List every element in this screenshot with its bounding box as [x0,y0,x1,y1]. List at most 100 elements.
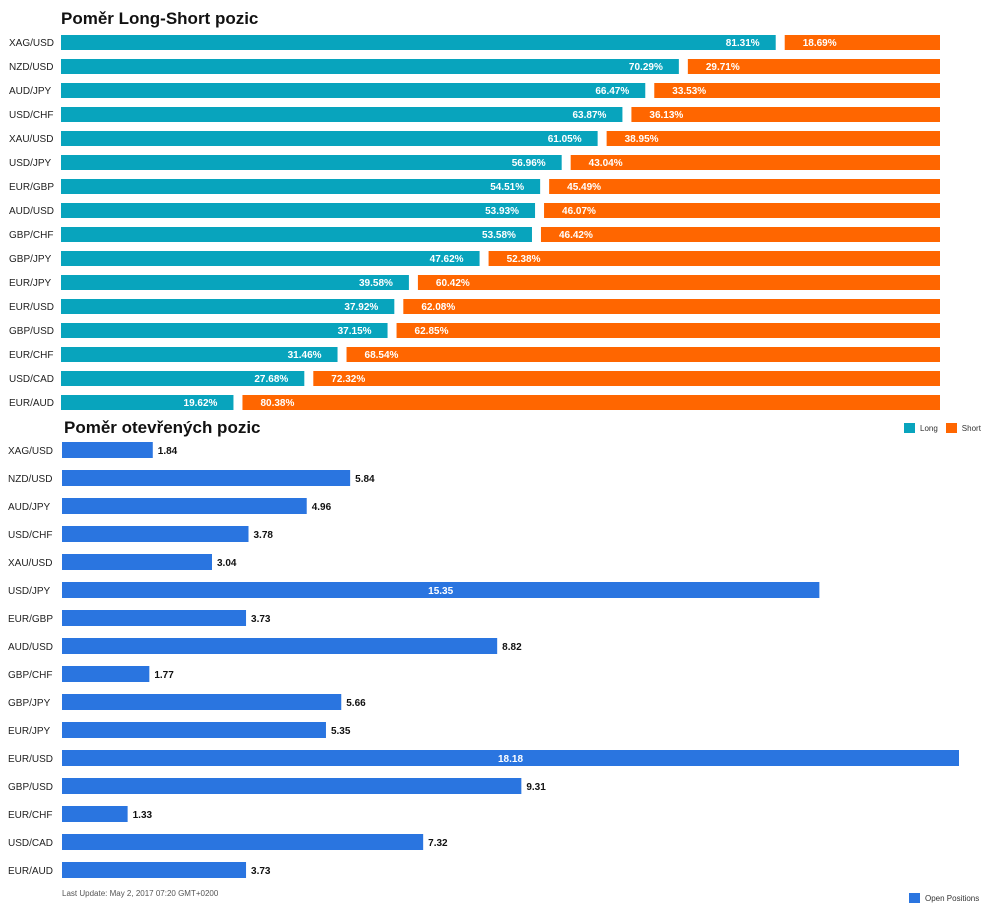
data-label-short-gbp-jpy: 52.38% [507,254,541,265]
bar-open-positions-eur-chf [62,806,128,822]
bar-short-gbp-jpy [488,251,940,266]
data-label-long-nzd-usd: 70.29% [629,62,663,73]
bar-open-positions-gbp-jpy [62,694,342,710]
bar-long-eur-chf [61,347,338,362]
category-label-aud-jpy: AUD/JPY [8,502,51,513]
legend-swatch-long [904,423,915,433]
data-label-short-eur-gbp: 45.49% [567,182,601,193]
data-label-short-eur-jpy: 60.42% [436,278,470,289]
bar-open-positions-usd-chf [62,526,249,542]
data-label-open-positions-xag-usd: 1.84 [158,446,178,457]
data-label-short-gbp-usd: 62.85% [415,326,449,337]
bar-open-positions-gbp-chf [62,666,150,682]
bar-short-nzd-usd [687,59,940,74]
data-label-long-eur-jpy: 39.58% [359,278,393,289]
bar-open-positions-nzd-usd [62,470,351,486]
bar-open-positions-xau-usd [62,554,212,570]
category-label-usd-jpy: USD/JPY [8,586,51,597]
bar-open-positions-eur-usd [62,750,959,766]
category-label-eur-gbp: EUR/GBP [8,614,53,625]
bar-long-eur-gbp [61,179,541,194]
data-label-short-nzd-usd: 29.71% [706,62,740,73]
bar-short-gbp-chf [540,227,940,242]
bar-short-eur-chf [346,347,940,362]
bar-short-usd-cad [313,371,940,386]
bar-open-positions-aud-usd [62,638,498,654]
bar-open-positions-aud-jpy [62,498,307,514]
legend-label-open-positions: Open Positions [925,893,980,903]
data-label-short-eur-aud: 80.38% [260,398,294,409]
bar-long-aud-jpy [61,83,646,98]
category-label-eur-chf: EUR/CHF [8,810,52,821]
bar-open-positions-eur-gbp [62,610,247,626]
category-label-eur-chf: EUR/CHF [9,350,53,361]
legend-item-long[interactable]: Long [904,423,938,433]
data-label-short-eur-usd: 62.08% [421,302,455,313]
legend-label-short: Short [961,423,981,433]
data-label-short-aud-jpy: 33.53% [672,86,706,97]
data-label-short-usd-jpy: 43.04% [589,158,623,169]
bar-short-usd-jpy [570,155,940,170]
bar-short-usd-chf [631,107,940,122]
data-label-long-xau-usd: 61.05% [548,134,582,145]
data-label-open-positions-aud-jpy: 4.96 [312,502,332,513]
bar-long-eur-aud [61,395,234,410]
data-label-long-gbp-jpy: 47.62% [430,254,464,265]
category-label-gbp-jpy: GBP/JPY [8,698,51,709]
open-positions-chart-title: Poměr otevřených pozic [64,418,261,437]
bar-long-xau-usd [61,131,598,146]
data-label-long-usd-jpy: 56.96% [512,158,546,169]
category-label-usd-cad: USD/CAD [9,374,54,385]
data-label-long-xag-usd: 81.31% [726,38,760,49]
category-label-eur-jpy: EUR/JPY [9,278,52,289]
category-label-nzd-usd: NZD/USD [9,62,53,73]
category-label-nzd-usd: NZD/USD [8,474,52,485]
category-label-usd-chf: USD/CHF [9,110,53,121]
category-label-eur-usd: EUR/USD [8,754,53,765]
data-label-open-positions-gbp-jpy: 5.66 [346,698,366,709]
data-label-open-positions-eur-jpy: 5.35 [331,726,351,737]
category-label-aud-jpy: AUD/JPY [9,86,52,97]
long-short-chart-title: Poměr Long-Short pozic [61,9,259,28]
bar-open-positions-eur-aud [62,862,247,878]
bar-long-usd-cad [61,371,305,386]
data-label-open-positions-eur-usd: 18.18 [498,754,523,765]
bar-long-gbp-chf [61,227,532,242]
data-label-open-positions-eur-aud: 3.73 [251,866,271,877]
data-label-open-positions-aud-usd: 8.82 [502,642,522,653]
data-label-long-aud-jpy: 66.47% [595,86,629,97]
data-label-open-positions-gbp-chf: 1.77 [154,670,174,681]
bar-long-nzd-usd [61,59,679,74]
category-label-xau-usd: XAU/USD [8,558,52,569]
category-label-xau-usd: XAU/USD [9,134,53,145]
data-label-long-eur-usd: 37.92% [344,302,378,313]
category-label-xag-usd: XAG/USD [9,38,54,49]
long-short-chart: XAG/USD 81.31% 18.69% NZD/USD 70.29% 29.71% AU… [9,35,941,410]
category-label-usd-jpy: USD/JPY [9,158,52,169]
bar-long-eur-jpy [61,275,409,290]
bar-long-gbp-usd [61,323,388,338]
bar-long-aud-usd [61,203,536,218]
bar-short-xag-usd [784,35,940,50]
category-label-eur-gbp: EUR/GBP [9,182,54,193]
bar-short-aud-jpy [654,83,940,98]
data-label-short-usd-cad: 72.32% [331,374,365,385]
bar-short-eur-gbp [549,179,940,194]
legend-item-short[interactable]: Short [945,423,981,433]
bar-short-gbp-usd [396,323,941,338]
category-label-gbp-usd: GBP/USD [9,326,54,337]
bar-open-positions-xag-usd [62,442,153,458]
category-label-gbp-jpy: GBP/JPY [9,254,52,265]
bar-long-xag-usd [61,35,776,50]
bar-long-eur-usd [61,299,395,314]
bar-open-positions-usd-jpy [62,582,820,598]
data-label-long-usd-chf: 63.87% [572,110,606,121]
bar-long-gbp-jpy [61,251,480,266]
data-label-open-positions-xau-usd: 3.04 [217,558,237,569]
bar-short-eur-jpy [417,275,940,290]
category-label-aud-usd: AUD/USD [9,206,54,217]
category-label-gbp-usd: GBP/USD [8,782,53,793]
data-label-short-xau-usd: 38.95% [625,134,659,145]
data-label-long-usd-cad: 27.68% [254,374,288,385]
data-label-open-positions-gbp-usd: 9.31 [526,782,546,793]
